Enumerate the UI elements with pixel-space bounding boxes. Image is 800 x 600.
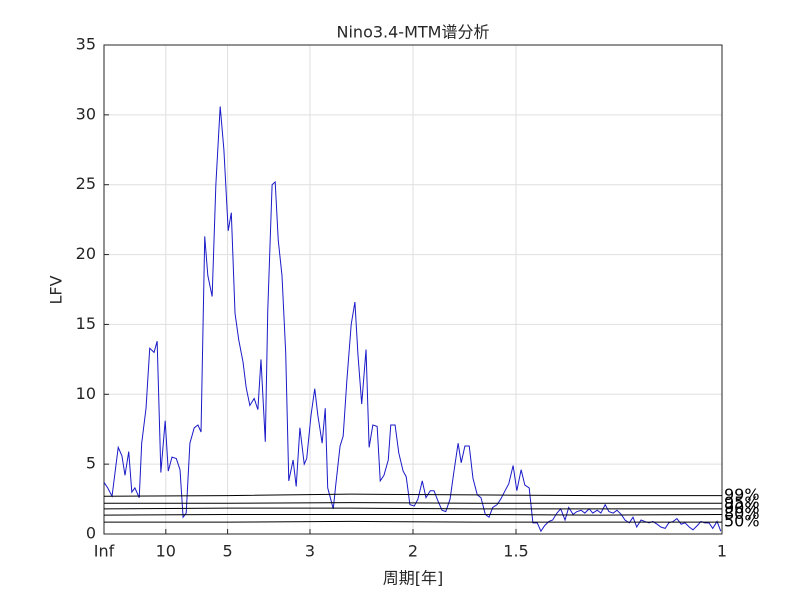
y-tick-label: 35 <box>76 35 96 54</box>
y-tick-label: 20 <box>76 244 96 263</box>
line-label: 99% <box>724 485 760 504</box>
y-tick-label: 25 <box>76 174 96 193</box>
x-tick-label: 5 <box>223 542 233 561</box>
line-label: 50% <box>724 512 760 531</box>
y-tick-label: 0 <box>86 524 96 543</box>
x-tick-label: 1.5 <box>503 542 528 561</box>
series-line <box>103 507 722 510</box>
y-tick-label: 5 <box>86 454 96 473</box>
x-tick-label: Inf <box>94 542 115 561</box>
x-tick-label: 2 <box>408 542 418 561</box>
x-tick-label: 3 <box>305 542 315 561</box>
line-label: 95% <box>724 493 760 512</box>
y-axis-label: LFV <box>47 275 66 304</box>
line-label: 90% <box>724 498 760 517</box>
x-axis-label: 周期[年] <box>383 569 444 588</box>
y-tick-label: 10 <box>76 384 96 403</box>
series-line <box>103 493 722 497</box>
series-line <box>103 513 723 516</box>
line-label: 80% <box>724 504 760 523</box>
y-tick-label: 15 <box>76 314 96 333</box>
series-line <box>104 520 722 523</box>
plot-frame <box>103 44 723 535</box>
series-line <box>104 502 722 504</box>
series-line <box>103 106 722 533</box>
y-tick-label: 30 <box>76 104 96 123</box>
chart-title: Nino3.4-MTM谱分析 <box>337 23 490 42</box>
x-tick-label: 1 <box>717 542 727 561</box>
x-tick-label: 10 <box>156 542 176 561</box>
